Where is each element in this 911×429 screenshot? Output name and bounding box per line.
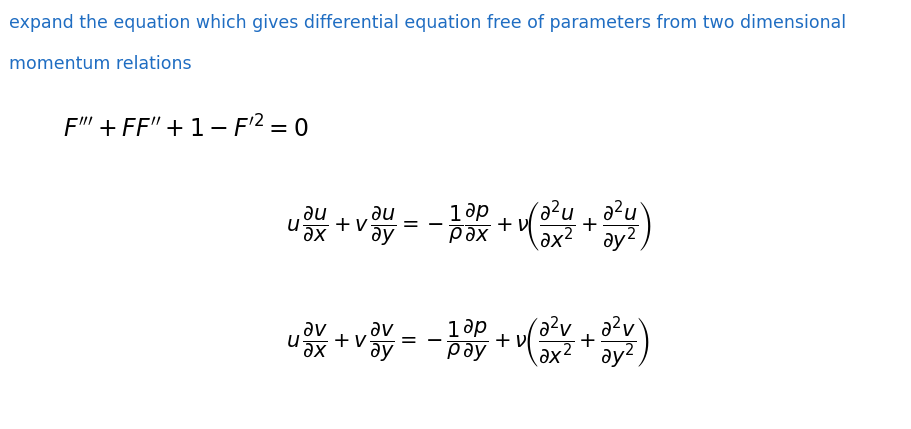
Text: expand the equation which gives differential equation free of parameters from tw: expand the equation which gives differen… — [9, 14, 846, 32]
Text: momentum relations: momentum relations — [9, 54, 191, 73]
Text: $F^{\prime\prime\prime} + FF^{\prime\prime} + 1 - F^{\prime 2} = 0$: $F^{\prime\prime\prime} + FF^{\prime\pri… — [63, 116, 309, 143]
Text: $u\,\dfrac{\partial u}{\partial x} + v\,\dfrac{\partial u}{\partial y} = -\dfrac: $u\,\dfrac{\partial u}{\partial x} + v\,… — [286, 199, 652, 255]
Text: $u\,\dfrac{\partial v}{\partial x} + v\,\dfrac{\partial v}{\partial y} = -\dfrac: $u\,\dfrac{\partial v}{\partial x} + v\,… — [286, 314, 650, 371]
